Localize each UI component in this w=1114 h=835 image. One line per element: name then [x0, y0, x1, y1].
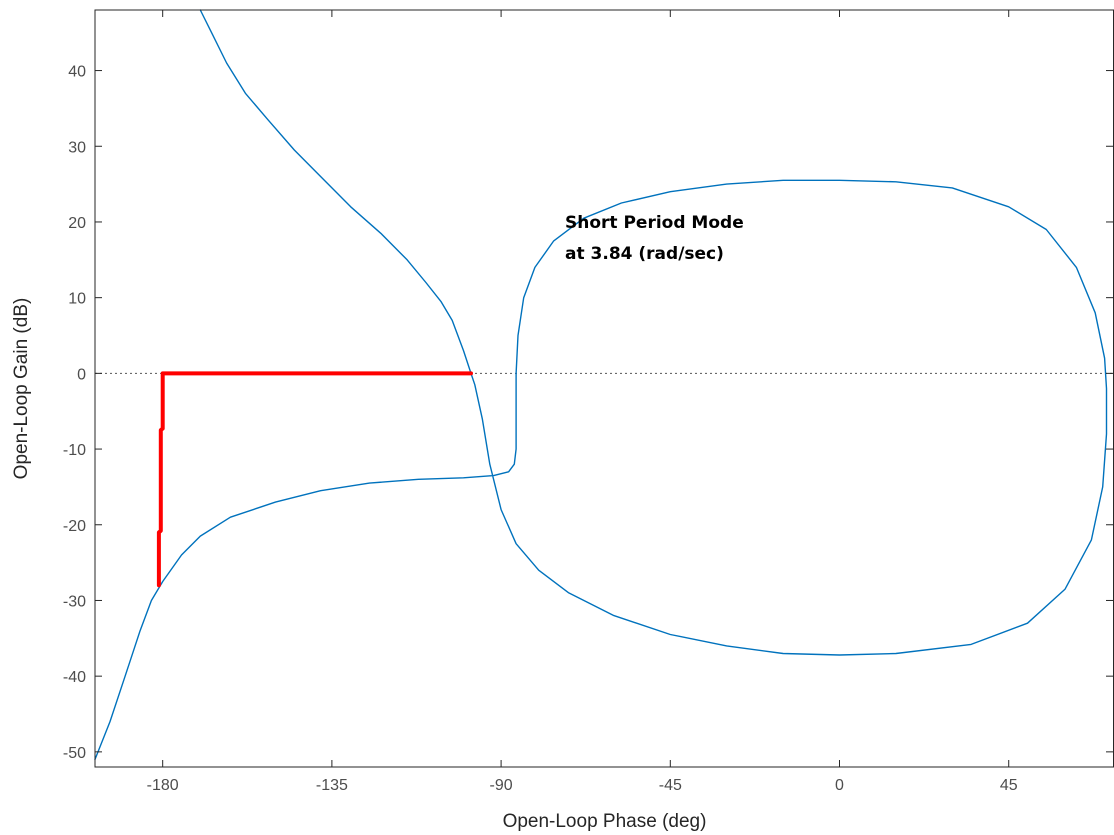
y-tick-label: -30	[63, 593, 86, 610]
phase-margin-indicator-line	[156, 371, 473, 588]
x-tick-label: 45	[1000, 777, 1018, 794]
x-axis-label: Open-Loop Phase (deg)	[503, 811, 707, 832]
series-layer	[94, 9, 1108, 761]
y-tick-label: -10	[63, 442, 86, 459]
annotation-line-1: Short Period Mode	[565, 213, 744, 233]
plot-area-background	[95, 10, 1114, 767]
x-tick-label: -45	[659, 777, 682, 794]
short-period-mode-annotation: Short Period Mode at 3.84 (rad/sec)	[565, 213, 750, 264]
y-tick-label: 40	[68, 64, 86, 81]
y-tick-label: -20	[63, 518, 86, 535]
x-tick-label: -180	[147, 777, 179, 794]
y-tick-label: 30	[68, 139, 86, 156]
x-tick-label: -135	[316, 777, 348, 794]
y-tick-label: 20	[68, 215, 86, 232]
x-tick-label: 0	[835, 777, 844, 794]
open-loop-nichols-curve	[94, 9, 1108, 761]
x-tick-label: -90	[490, 777, 513, 794]
y-tick-label: -50	[63, 745, 86, 762]
y-axis-label: Open-Loop Gain (dB)	[11, 298, 32, 480]
annotation-line-2: at 3.84 (rad/sec)	[565, 244, 724, 264]
y-tick-label: -40	[63, 669, 86, 686]
y-tick-label: 0	[77, 366, 86, 383]
y-tick-label: 10	[68, 291, 86, 308]
ticks-layer: -180 -135 -90 -45 0 45 -50 -40 -30 -20 -10 0 10 20 30 4…	[63, 10, 1113, 794]
